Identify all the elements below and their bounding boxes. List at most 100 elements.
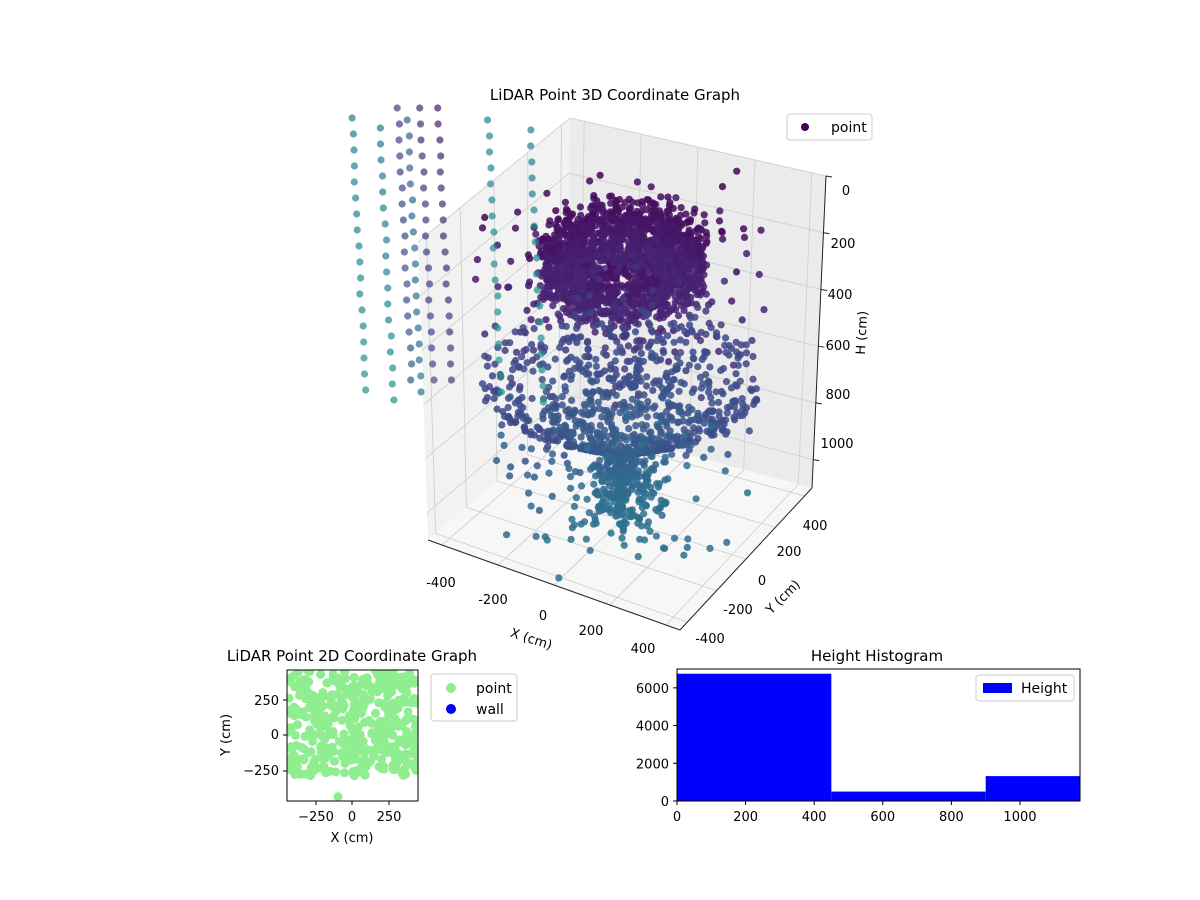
point-3d [633, 207, 641, 216]
point-3d [518, 353, 526, 361]
point-3d [680, 551, 688, 559]
point-2d [354, 681, 364, 690]
chart-3d-title: LiDAR Point 3D Coordinate Graph [490, 86, 740, 104]
point-3d [507, 374, 515, 382]
point-3d [598, 413, 606, 421]
point-3d [628, 198, 637, 206]
point-3d [539, 290, 547, 298]
point-2d [371, 731, 380, 741]
point-2d [316, 670, 326, 679]
point-3d [565, 413, 573, 421]
point-3d [717, 321, 725, 329]
legend-3d-box [786, 113, 873, 141]
point-3d [633, 230, 641, 238]
point-3d [536, 318, 545, 326]
z-tick-label: 0 [842, 184, 850, 199]
point-3d [360, 354, 368, 362]
point-3d [625, 373, 633, 381]
point-3d [652, 200, 660, 209]
x-tick-label: -400 [426, 576, 456, 591]
point-3d [536, 434, 544, 442]
point-3d [442, 264, 451, 272]
point-3d [386, 348, 394, 356]
point-3d [723, 538, 731, 547]
point-3d [739, 411, 747, 419]
point-3d [685, 361, 693, 369]
point-3d [445, 312, 453, 320]
point-3d [603, 275, 611, 283]
point-3d [706, 544, 714, 553]
point-3d [673, 365, 681, 373]
point-3d [406, 164, 414, 172]
point-3d [610, 404, 618, 412]
point-3d [500, 441, 508, 449]
point-3d [398, 184, 406, 192]
point-3d [589, 463, 597, 471]
point-3d [586, 308, 595, 316]
point-2d [297, 675, 307, 685]
point-3d [357, 274, 365, 282]
point-3d [586, 177, 594, 185]
point-3d [739, 400, 747, 408]
point-3d [620, 325, 629, 333]
point-3d [648, 301, 656, 309]
point-3d [589, 388, 597, 396]
point-3d [749, 375, 757, 383]
point-3d [574, 239, 582, 247]
point-2d [386, 723, 396, 733]
x-axis-label: X (cm) [508, 626, 554, 654]
y2d-tick-labels: −250 0 250 [243, 694, 279, 779]
point-3d [677, 349, 685, 357]
point-3d [424, 264, 433, 272]
point-3d [530, 222, 538, 230]
point-3d [705, 379, 713, 387]
point-3d [586, 292, 594, 300]
point-3d [350, 146, 358, 154]
point-3d [538, 366, 546, 374]
point-3d [417, 388, 425, 396]
point-2d [390, 753, 400, 763]
point-2d [412, 746, 418, 756]
point-3d [657, 193, 665, 201]
legend-histogram-label: Height [1021, 681, 1068, 697]
point-3d [648, 453, 656, 461]
point-3d [590, 480, 598, 488]
point-3d [723, 428, 731, 436]
point-3d [635, 467, 643, 475]
point-3d [488, 372, 497, 380]
y2d-axis-label: Y (cm) [219, 714, 234, 757]
point-3d [504, 283, 512, 291]
point-3d [405, 328, 413, 336]
point-2d [341, 674, 350, 684]
x-tick-label: -200 [478, 593, 508, 608]
x-tick-labels: -400 -200 0 200 400 [426, 576, 655, 657]
point-3d [527, 502, 535, 510]
point-3d [634, 299, 642, 307]
point-2d [343, 751, 353, 760]
point-3d [698, 245, 706, 253]
z-tick [823, 232, 830, 235]
point-3d [498, 421, 506, 429]
point-3d [556, 423, 565, 432]
point-3d [616, 343, 624, 351]
point-3d [552, 395, 560, 403]
point-3d [446, 360, 455, 368]
point-3d [651, 235, 659, 243]
point-3d [733, 167, 741, 175]
z-tick-labels: 0 200 400 600 800 1000 [820, 184, 855, 452]
point-3d [382, 236, 391, 244]
point-3d [620, 541, 628, 549]
point-3d [528, 158, 536, 166]
point-3d [488, 212, 496, 220]
point-3d [694, 435, 702, 443]
point-3d [415, 356, 423, 364]
point-3d [400, 248, 408, 256]
point-3d [522, 345, 530, 354]
point-3d [634, 320, 642, 328]
point-3d [388, 380, 396, 388]
point-3d [561, 383, 569, 391]
point-2d [400, 735, 410, 744]
point-3d [501, 346, 509, 355]
point-2d [410, 722, 418, 732]
point-3d [473, 256, 481, 264]
